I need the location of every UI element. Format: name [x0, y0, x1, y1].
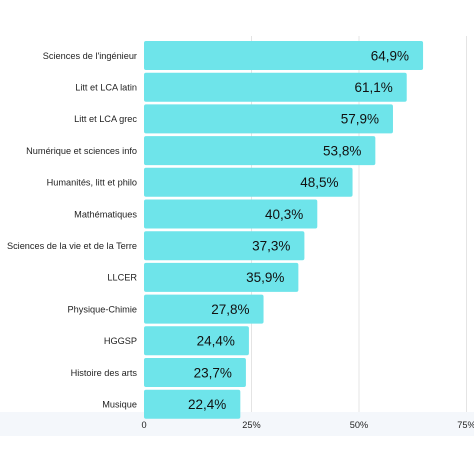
value-label: 64,9%: [371, 48, 409, 63]
bar: [144, 104, 393, 134]
category-label: Sciences de l'ingénieur: [43, 51, 137, 61]
bar: [144, 136, 376, 166]
value-label: 37,3%: [252, 239, 290, 254]
bar: [144, 231, 305, 261]
category-label: Mathématiques: [74, 209, 137, 219]
category-labels: Sciences de l'ingénieur Litt et LCA latin…: [7, 51, 137, 410]
value-label: 53,8%: [323, 143, 361, 158]
value-label: 48,5%: [300, 175, 338, 190]
value-label: 23,7%: [194, 365, 232, 380]
value-label: 27,8%: [211, 302, 249, 317]
bar: [144, 358, 246, 387]
category-label: LLCER: [107, 273, 137, 283]
x-tick-label: 50%: [350, 420, 368, 430]
bar: [144, 167, 353, 197]
x-tick-label: 0: [141, 420, 146, 430]
bar: [144, 41, 424, 70]
bar: [144, 326, 249, 356]
category-label: HGGSP: [104, 336, 137, 346]
x-axis-ticks: 0 25% 50% 75%: [141, 420, 474, 430]
category-label: Humanités, litt et philo: [47, 178, 137, 188]
category-label: Sciences de la vie et de la Terre: [7, 241, 137, 251]
category-label: Litt et LCA latin: [75, 83, 137, 93]
value-label: 35,9%: [246, 270, 284, 285]
category-label: Physique-Chimie: [68, 304, 137, 314]
category-label: Histoire des arts: [71, 368, 138, 378]
x-tick-label: 25%: [242, 420, 260, 430]
bar: [144, 72, 407, 102]
value-labels: 64,9% 61,1% 57,9% 53,8% 48,5% 40,3% 37,3% 35,9%…: [188, 48, 409, 412]
value-label: 57,9%: [341, 112, 379, 127]
bars: [144, 41, 424, 419]
bar: [144, 294, 264, 324]
category-label: Litt et LCA grec: [74, 114, 137, 124]
bar: [144, 262, 299, 292]
bar: [144, 199, 318, 229]
category-label: Numérique et sciences info: [26, 146, 137, 156]
value-label: 40,3%: [265, 207, 303, 222]
bar: [144, 389, 241, 419]
value-label: 22,4%: [188, 397, 226, 412]
x-tick-label: 75%: [457, 420, 474, 430]
value-label: 24,4%: [197, 334, 235, 349]
value-label: 61,1%: [354, 80, 392, 95]
category-label: Musique: [102, 400, 137, 410]
